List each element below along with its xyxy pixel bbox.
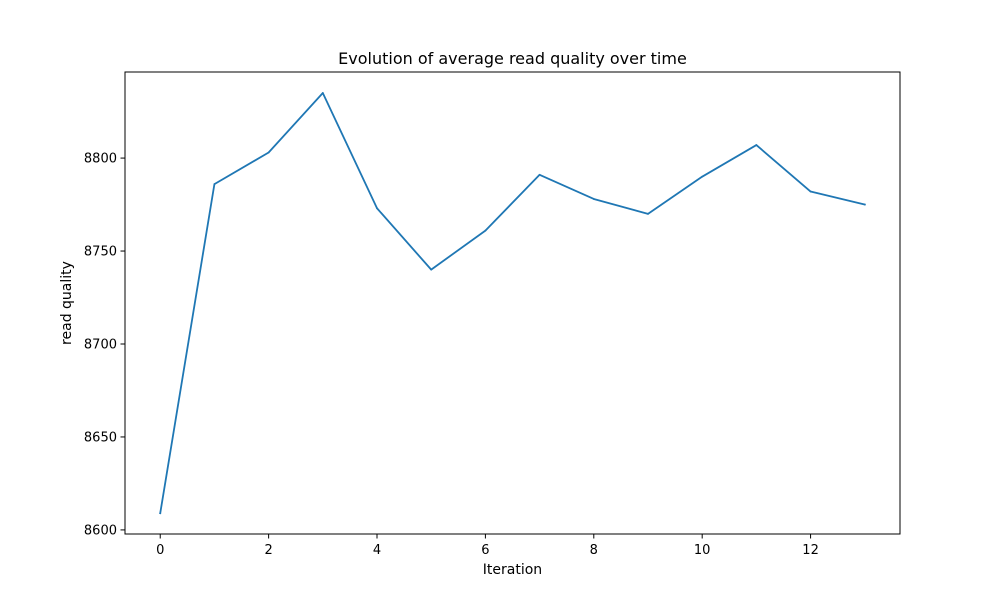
data-point <box>863 203 866 206</box>
x-tick-label: 0 <box>156 543 164 558</box>
plot-area <box>125 72 900 534</box>
data-point <box>267 151 270 154</box>
x-tick-label: 10 <box>694 543 711 558</box>
x-tick-label: 12 <box>802 543 819 558</box>
data-point <box>376 207 378 210</box>
data-point <box>809 190 812 193</box>
y-tick-label: 8650 <box>84 430 117 445</box>
data-point <box>159 512 162 515</box>
y-tick-label: 8700 <box>84 337 117 352</box>
x-tick-label: 4 <box>373 543 381 558</box>
y-tick-label: 8800 <box>84 152 117 167</box>
data-point <box>430 268 433 271</box>
data-point <box>538 173 541 176</box>
plot-frame <box>124 71 901 535</box>
data-point <box>213 183 216 186</box>
series-layer <box>159 92 866 515</box>
data-point <box>755 144 758 146</box>
x-axis-label: Iteration <box>483 562 542 578</box>
data-point <box>701 175 704 178</box>
series-line <box>159 92 866 515</box>
y-tick-label: 8600 <box>84 523 117 538</box>
x-tick-label: 6 <box>481 543 489 558</box>
data-point <box>321 92 324 94</box>
y-tick-label: 8750 <box>84 245 117 260</box>
axis-layer: 0 2 4 6 8 10 12 8600 8650 8700 8750 8800 <box>84 152 819 558</box>
data-point <box>647 212 649 215</box>
data-point <box>484 229 487 232</box>
y-axis-label: read quality <box>59 261 75 345</box>
data-point <box>592 198 595 200</box>
chart-title: Evolution of average read quality over t… <box>338 49 687 68</box>
x-tick-label: 8 <box>590 543 598 558</box>
x-tick-label: 2 <box>264 543 272 558</box>
